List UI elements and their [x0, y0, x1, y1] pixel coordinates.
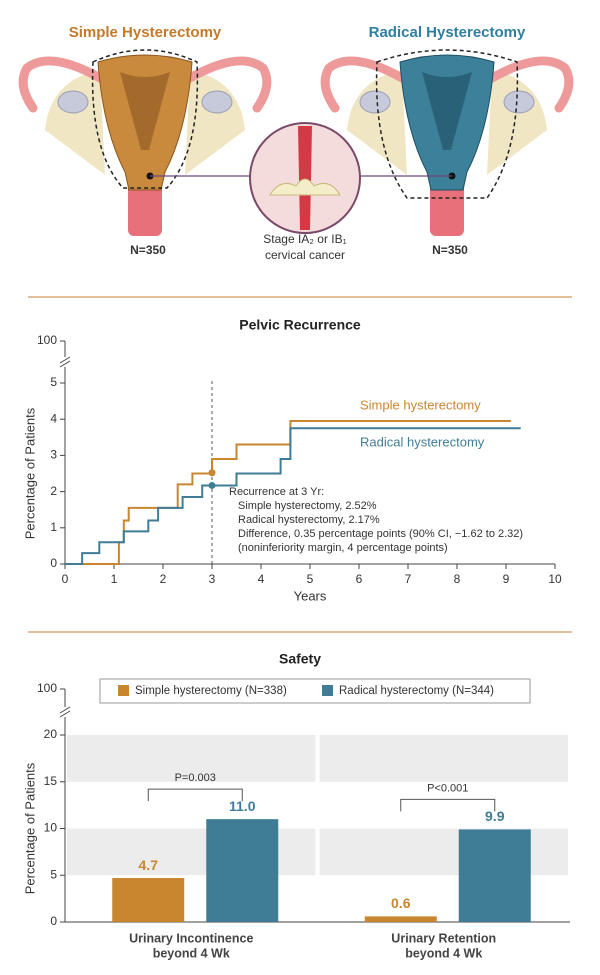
uterine-cavity	[422, 72, 472, 150]
y-tick-label: 5	[50, 867, 57, 881]
vagina	[430, 178, 464, 236]
y-tick-label: 10	[44, 821, 58, 835]
y-tick-label: 5	[50, 375, 57, 389]
ovary	[503, 90, 535, 114]
inset-tumor	[269, 178, 341, 196]
ovary	[201, 90, 233, 114]
chart-title: Safety	[279, 651, 321, 667]
left-n: N=350	[130, 243, 166, 257]
x-tick-label: 10	[548, 572, 562, 586]
y-tick-label: 0	[50, 556, 57, 570]
band	[67, 735, 316, 782]
annotation: (noninferiority margin, 4 percentage poi…	[238, 542, 448, 554]
y-tick-label: 0	[50, 914, 57, 928]
resection-outline	[91, 49, 199, 189]
bracket	[147, 788, 243, 802]
x-tick-label: 4	[258, 572, 265, 586]
x-tick-label: 9	[503, 572, 510, 586]
marker	[208, 481, 216, 489]
broad-ligament	[45, 70, 245, 175]
x-tick-label: 6	[356, 572, 363, 586]
y-axis-label: Percentage of Patients	[22, 762, 37, 894]
left-title: Simple Hysterectomy	[69, 24, 222, 41]
right-title: Radical Hysterectomy	[369, 24, 526, 41]
fallopian-tube	[487, 56, 574, 113]
bracket	[400, 798, 496, 812]
ovary	[57, 90, 89, 114]
value-label: 11.0	[229, 798, 256, 814]
value-label: 0.6	[391, 895, 411, 911]
bar	[364, 916, 437, 922]
uterine-cavity	[120, 72, 170, 150]
axis-break	[59, 360, 71, 368]
illustration	[18, 49, 574, 236]
y-tick-label: 15	[44, 774, 58, 788]
y-tick-label: 2	[50, 484, 57, 498]
y-tick-label: 3	[50, 448, 57, 462]
x-axis-label: Years	[294, 588, 327, 603]
legend-swatch	[322, 685, 333, 696]
p-value: P<0.001	[427, 782, 468, 794]
x-tick-label: 8	[454, 572, 461, 586]
value-label: 4.7	[139, 857, 159, 873]
band	[319, 735, 568, 782]
x-tick-label: 1	[111, 572, 118, 586]
bar	[206, 819, 279, 922]
marker	[208, 469, 216, 477]
x-tick-label: 2	[160, 572, 167, 586]
step-line	[65, 427, 521, 565]
broad-ligament	[347, 70, 547, 175]
legend-label: Radical hysterectomy (N=344)	[339, 685, 494, 697]
annotation: Recurrence at 3 Yr:	[229, 486, 324, 498]
chart-title: Pelvic Recurrence	[239, 317, 361, 333]
legend-box	[99, 678, 531, 704]
axis-break	[59, 710, 71, 718]
fallopian-tube	[320, 56, 407, 113]
y-tick-label: 1	[50, 520, 57, 534]
axis-break	[59, 706, 71, 714]
series-label: Radical hysterectomy	[360, 435, 485, 450]
annotation: Difference, 0.35 percentage points (90% …	[238, 528, 523, 540]
annotation: Simple hysterectomy, 2.52%	[238, 500, 377, 512]
value-label: 9.9	[485, 808, 505, 824]
inset-label: cervical cancer	[265, 248, 345, 262]
series-label: Simple hysterectomy	[360, 398, 481, 413]
axis-break	[59, 356, 71, 364]
right-n: N=350	[432, 243, 468, 257]
ovary	[359, 90, 391, 114]
y-tick-label: 100	[37, 681, 57, 695]
y-tick-label: 100	[37, 333, 57, 347]
legend-swatch	[118, 685, 129, 696]
legend-label: Simple hysterectomy (N=338)	[135, 685, 287, 697]
x-tick-label: 3	[209, 572, 216, 586]
y-axis-label: Percentage of Patients	[22, 407, 37, 539]
x-tick-label: beyond 4 Wk	[405, 946, 482, 960]
inset-canal	[298, 126, 312, 230]
fallopian-tube	[185, 56, 272, 113]
resection-outline	[375, 49, 519, 199]
x-tick-label: Urinary Retention	[391, 931, 496, 945]
y-tick-label: 4	[50, 411, 57, 425]
fallopian-tube	[18, 56, 105, 113]
bar	[458, 829, 531, 922]
y-tick-label: 20	[44, 727, 58, 741]
x-tick-label: 0	[62, 572, 69, 586]
inset-label: Stage IA₂ or IB₁	[263, 232, 346, 246]
x-tick-label: 5	[307, 572, 314, 586]
vagina	[128, 178, 162, 236]
bar	[112, 878, 185, 922]
x-tick-label: Urinary Incontinence	[129, 931, 253, 945]
p-value: P=0.003	[175, 772, 216, 784]
annotation: Radical hysterectomy, 2.17%	[238, 514, 380, 526]
x-tick-label: beyond 4 Wk	[153, 946, 230, 960]
x-tick-label: 7	[405, 572, 412, 586]
